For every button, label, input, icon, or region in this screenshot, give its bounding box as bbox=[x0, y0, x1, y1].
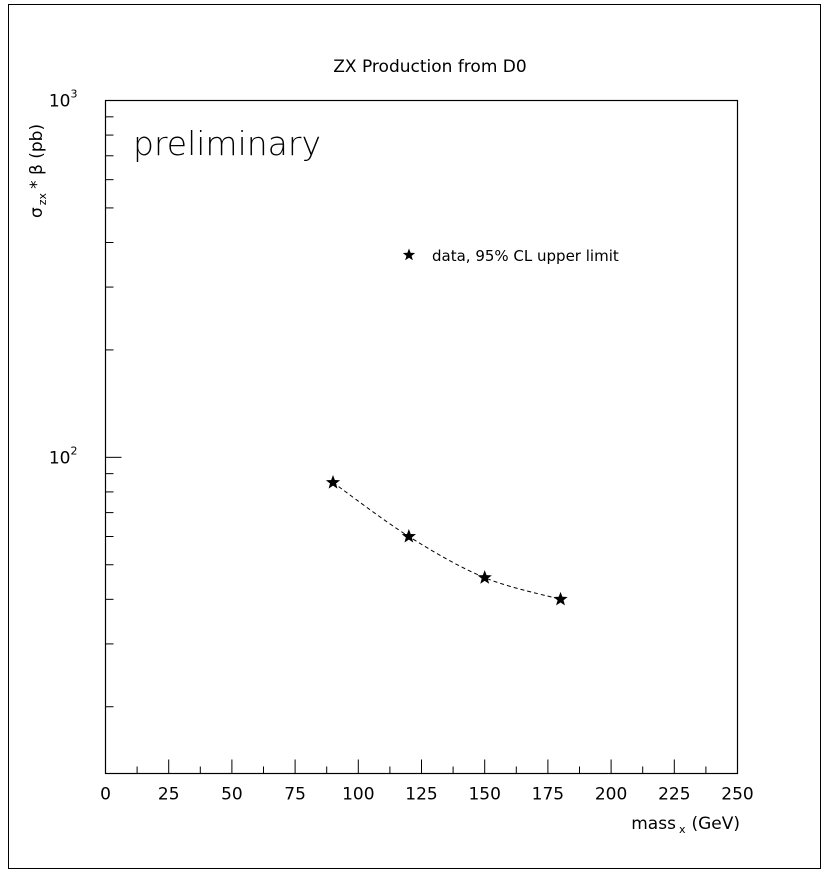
x-label-main: mass bbox=[631, 814, 676, 834]
legend-star-shape bbox=[402, 248, 416, 261]
svg-text:σzx* β (pb): σ zx * β (pb) bbox=[27, 124, 49, 218]
x-tick-label: 25 bbox=[158, 785, 180, 805]
chart-title: ZX Production from D0 bbox=[333, 57, 526, 77]
legend-star-marker bbox=[402, 248, 416, 261]
preliminary-label: preliminary bbox=[133, 124, 321, 163]
data-point-star bbox=[477, 570, 492, 584]
x-tick-label: 200 bbox=[595, 785, 627, 805]
x-axis-ticks: 0 25 50 75 100 125 150 175 200 225 250 bbox=[100, 759, 754, 805]
x-label-sub: x bbox=[679, 823, 686, 836]
data-point-star bbox=[401, 528, 416, 543]
y-label-rest: * β (pb) bbox=[27, 124, 47, 189]
x-tick-label: 150 bbox=[468, 785, 500, 805]
x-tick-label: 100 bbox=[342, 785, 374, 805]
x-tick-label: 250 bbox=[721, 785, 753, 805]
x-tick-label: 0 bbox=[100, 785, 111, 805]
data-point-star bbox=[553, 591, 568, 606]
plot-area bbox=[104, 99, 739, 775]
legend-label: data, 95% CL upper limit bbox=[432, 247, 619, 265]
x-label-unit: (GeV) bbox=[691, 814, 740, 834]
series-line bbox=[332, 482, 561, 600]
x-tick-label: 75 bbox=[284, 785, 306, 805]
canvas-border bbox=[8, 4, 821, 869]
x-tick-label: 50 bbox=[221, 785, 243, 805]
y-tick-label: 102 bbox=[49, 444, 78, 468]
y-axis-label: σ zx * β (pb) bbox=[27, 124, 49, 218]
data-point-star bbox=[325, 475, 341, 489]
y-label-sigma: σ bbox=[27, 207, 47, 218]
x-tick-label: 175 bbox=[532, 785, 564, 805]
series-layer bbox=[325, 475, 568, 606]
x-tick-label: 125 bbox=[405, 785, 437, 805]
y-tick-label: 103 bbox=[49, 88, 78, 112]
y-label-sub: zx bbox=[36, 192, 49, 205]
legend: data, 95% CL upper limit bbox=[402, 247, 619, 265]
x-axis-label: mass x (GeV) bbox=[631, 814, 740, 836]
y-axis-ticks: 102 103 bbox=[49, 88, 122, 708]
x-tick-label: 225 bbox=[658, 785, 690, 805]
